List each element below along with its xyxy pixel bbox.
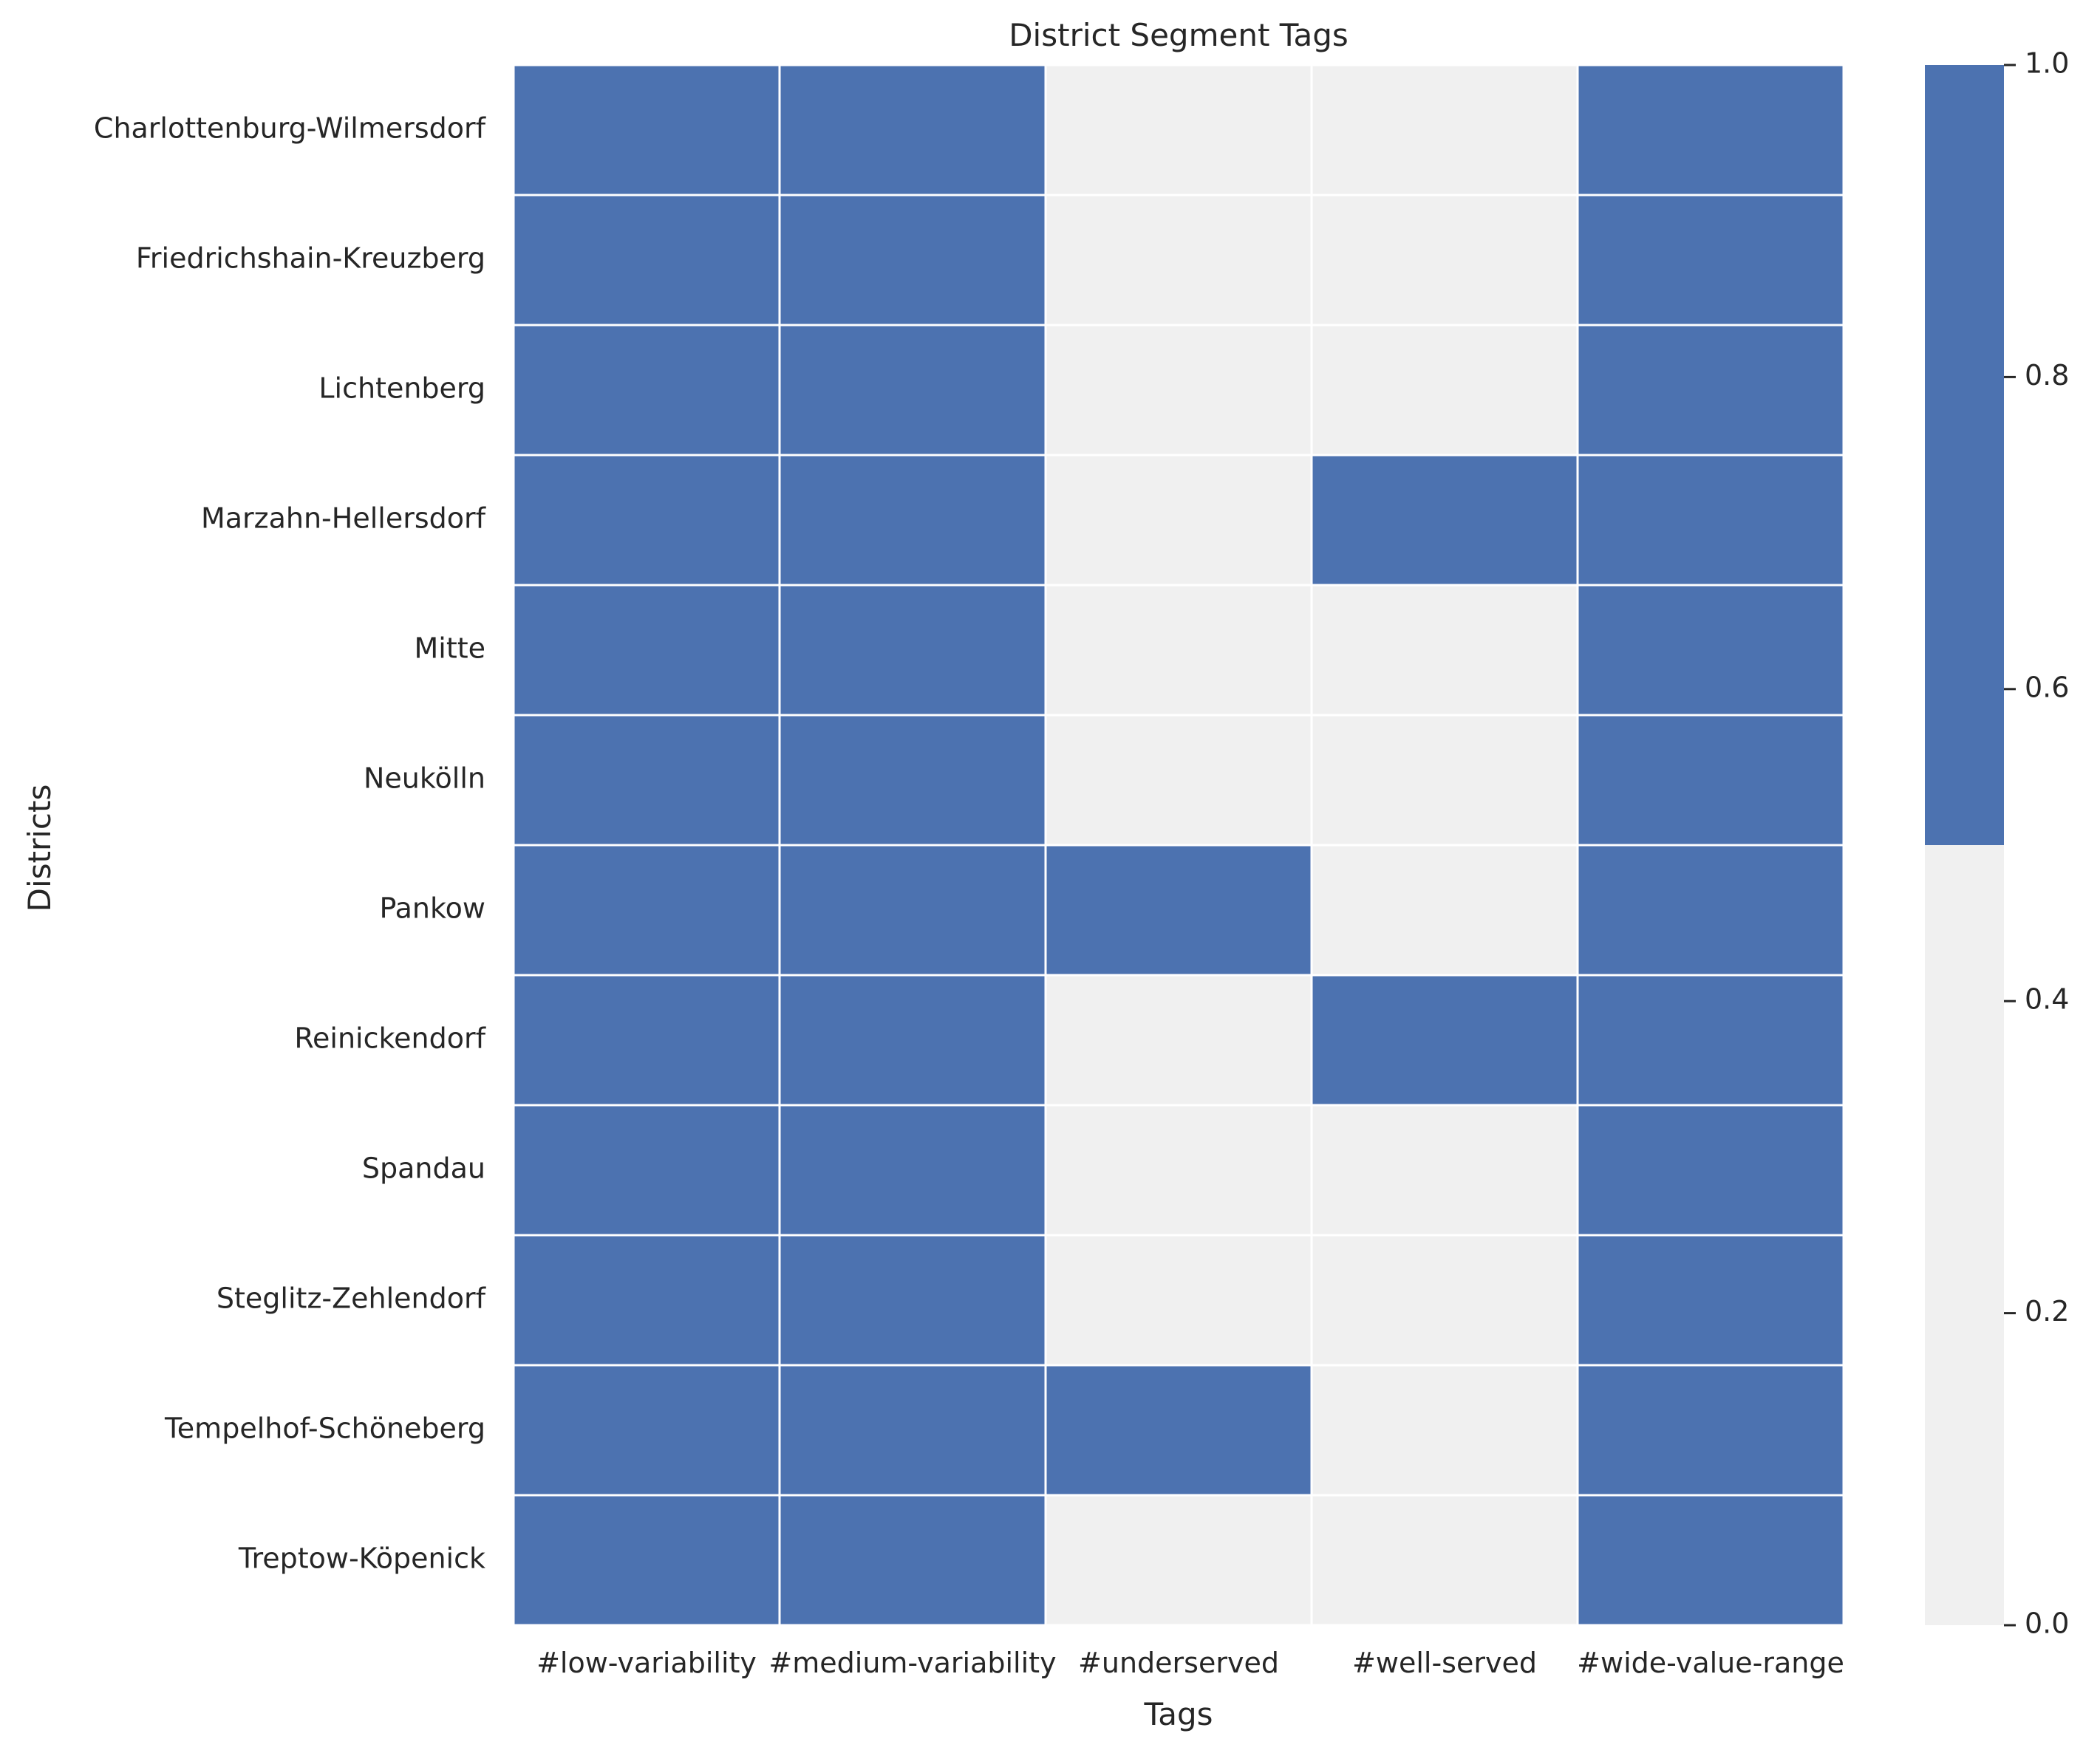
y-tick-label: Reinickendorf bbox=[294, 1022, 486, 1055]
heatmap-cell bbox=[1310, 194, 1579, 327]
heatmap-cell bbox=[1310, 1234, 1579, 1367]
x-tick-label: #medium-variability bbox=[768, 1647, 1056, 1679]
heatmap-cell bbox=[1576, 1234, 1845, 1367]
y-tick-label: Spandau bbox=[362, 1152, 485, 1185]
y-tick-label: Tempelhof-Schöneberg bbox=[164, 1412, 485, 1445]
heatmap-cell bbox=[512, 324, 781, 457]
heatmap-cell bbox=[1310, 714, 1579, 847]
heatmap-cell bbox=[778, 844, 1047, 977]
heatmap-cell bbox=[1310, 1364, 1579, 1497]
colorbar-tick-label: 0.6 bbox=[2025, 671, 2069, 703]
heatmap-cell bbox=[1044, 844, 1313, 977]
colorbar-tick-label: 1.0 bbox=[2025, 47, 2069, 80]
y-axis-tick-labels: Charlottenburg-Wilmersdorf Friedrichshain… bbox=[94, 112, 487, 1575]
x-axis-tick-labels: #low-variability #medium-variability #unde… bbox=[536, 1647, 1844, 1679]
heatmap-cell bbox=[1310, 324, 1579, 457]
heatmap-cell bbox=[512, 584, 781, 717]
colorbar-high-segment bbox=[1925, 65, 2004, 845]
colorbar-tick-label: 0.0 bbox=[2025, 1607, 2069, 1640]
heatmap-cell bbox=[512, 454, 781, 587]
heatmap-cell bbox=[1044, 714, 1313, 847]
heatmap-cell bbox=[1576, 64, 1845, 197]
heatmap-cell bbox=[512, 714, 781, 847]
heatmap-cell bbox=[778, 584, 1047, 717]
heatmap-cell bbox=[512, 194, 781, 327]
heatmap-cell bbox=[1576, 1364, 1845, 1497]
y-tick-label: Neukölln bbox=[364, 762, 485, 795]
heatmap-cell bbox=[1044, 324, 1313, 457]
heatmap-cell bbox=[512, 1364, 781, 1497]
heatmap-cell bbox=[778, 1364, 1047, 1497]
y-tick-label: Charlottenburg-Wilmersdorf bbox=[94, 112, 487, 145]
heatmap-cell bbox=[1576, 194, 1845, 327]
y-tick-label: Marzahn-Hellersdorf bbox=[201, 502, 487, 535]
heatmap-cell bbox=[1310, 1104, 1579, 1237]
heatmap-cell bbox=[1044, 1234, 1313, 1367]
heatmap-cell bbox=[1044, 64, 1313, 197]
heatmap-cell bbox=[1310, 844, 1579, 977]
heatmap-cell bbox=[512, 64, 781, 197]
y-axis-label: Districts bbox=[21, 785, 58, 912]
heatmap-cell bbox=[1576, 1494, 1845, 1627]
heatmap-cell bbox=[778, 1494, 1047, 1627]
y-tick-label: Steglitz-Zehlendorf bbox=[217, 1282, 487, 1315]
y-tick-label: Lichtenberg bbox=[318, 372, 485, 405]
heatmap-cell bbox=[512, 1104, 781, 1237]
x-tick-label: #wide-value-range bbox=[1577, 1647, 1844, 1679]
heatmap-cell bbox=[1310, 64, 1579, 197]
heatmap-cell bbox=[512, 1494, 781, 1627]
heatmap-cell bbox=[778, 64, 1047, 197]
x-axis-label: Tags bbox=[1144, 1696, 1213, 1732]
heatmap-cell bbox=[1576, 1104, 1845, 1237]
y-tick-label: Treptow-Köpenick bbox=[238, 1542, 485, 1575]
heatmap-cell bbox=[778, 324, 1047, 457]
y-tick-label: Friedrichshain-Kreuzberg bbox=[136, 242, 485, 275]
heatmap-cell bbox=[1310, 584, 1579, 717]
heatmap-cell bbox=[1310, 1494, 1579, 1627]
heatmap-cell bbox=[1576, 584, 1845, 717]
heatmap-cell bbox=[1576, 974, 1845, 1107]
colorbar: 0.0 0.2 0.4 0.6 0.8 1.0 bbox=[1925, 47, 2069, 1640]
heatmap-cell bbox=[1310, 454, 1579, 587]
heatmap-cell bbox=[1576, 714, 1845, 847]
heatmap-cell bbox=[1576, 454, 1845, 587]
heatmap-cell bbox=[512, 844, 781, 977]
heatmap-cell bbox=[778, 1234, 1047, 1367]
heatmap-cell bbox=[778, 194, 1047, 327]
chart-title: District Segment Tags bbox=[1009, 17, 1349, 53]
y-tick-label: Pankow bbox=[379, 892, 485, 925]
heatmap-cell bbox=[1044, 584, 1313, 717]
colorbar-low-segment bbox=[1925, 845, 2004, 1625]
heatmap-cell bbox=[512, 1234, 781, 1367]
heatmap-cell bbox=[778, 714, 1047, 847]
heatmap-cell bbox=[512, 974, 781, 1107]
colorbar-tick-label: 0.2 bbox=[2025, 1295, 2069, 1327]
heatmap-cell bbox=[1044, 1494, 1313, 1627]
y-tick-label: Mitte bbox=[414, 632, 485, 665]
heatmap-cell bbox=[778, 454, 1047, 587]
heatmap-cell bbox=[778, 974, 1047, 1107]
heatmap-cell bbox=[1044, 1104, 1313, 1237]
x-tick-label: #well-served bbox=[1352, 1647, 1537, 1679]
heatmap-cell bbox=[1576, 324, 1845, 457]
heatmap-cell bbox=[778, 1104, 1047, 1237]
x-tick-label: #underserved bbox=[1078, 1647, 1279, 1679]
heatmap-cell bbox=[1310, 974, 1579, 1107]
heatmap-cell bbox=[1044, 974, 1313, 1107]
heatmap-cell bbox=[1576, 844, 1845, 977]
heatmap-cell bbox=[1044, 1364, 1313, 1497]
x-tick-label: #low-variability bbox=[536, 1647, 757, 1679]
heatmap-cell bbox=[1044, 194, 1313, 327]
colorbar-tick-label: 0.4 bbox=[2025, 983, 2069, 1016]
colorbar-tick-label: 0.8 bbox=[2025, 359, 2069, 392]
heatmap-cell bbox=[1044, 454, 1313, 587]
heatmap-cells bbox=[512, 64, 1845, 1627]
